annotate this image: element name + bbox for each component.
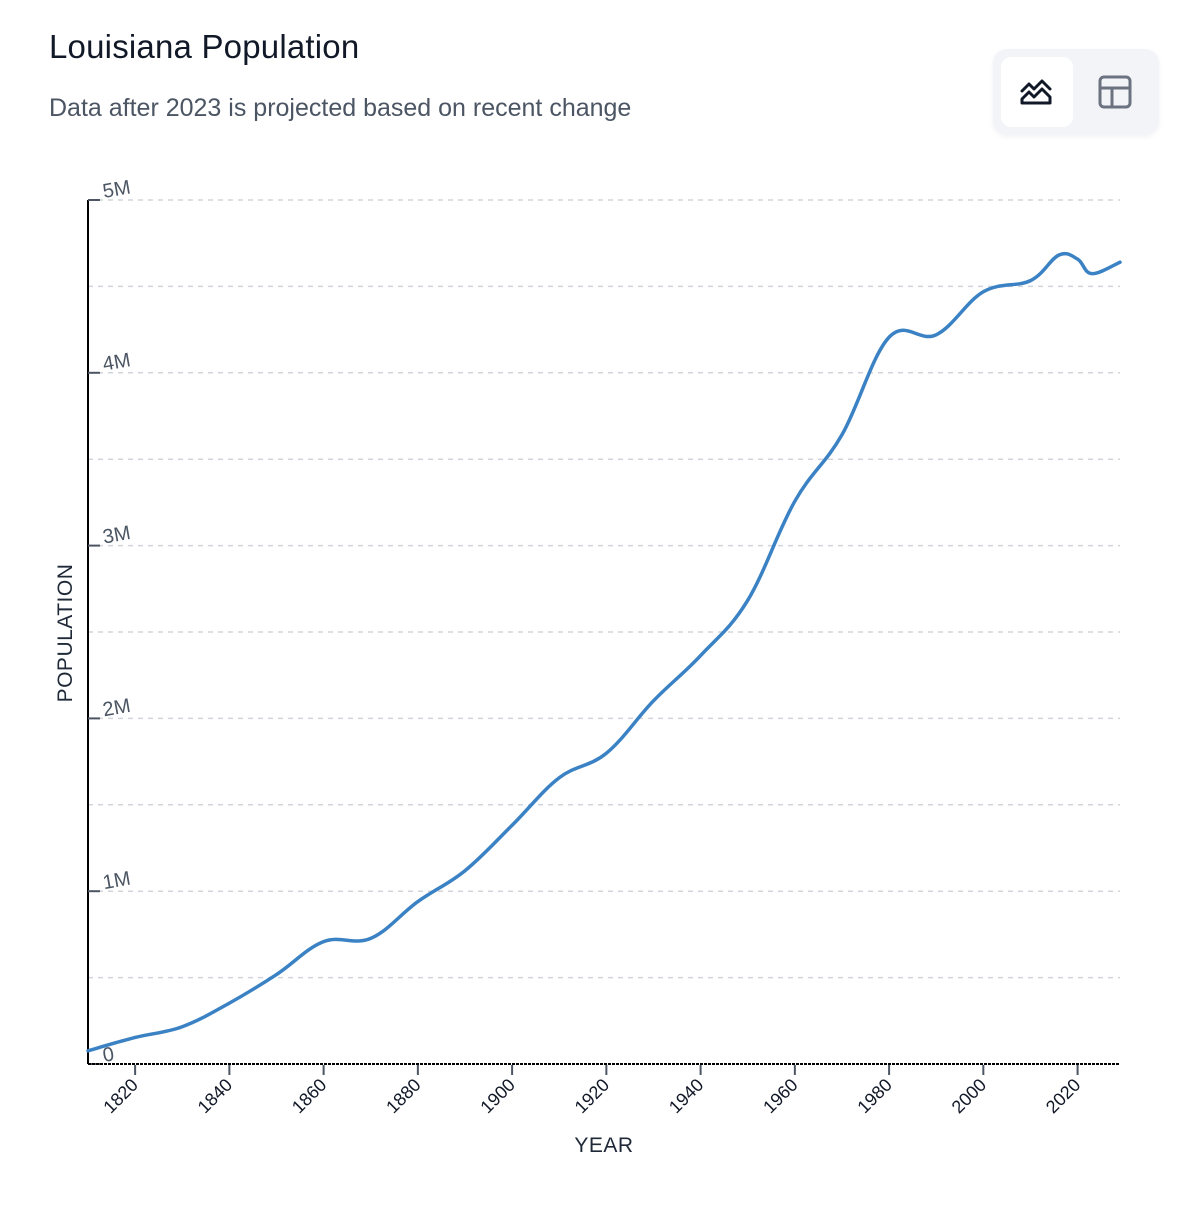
page-title: Louisiana Population [49,28,360,65]
x-tick-label: 1820 [99,1075,141,1117]
x-tick-label: 1840 [194,1075,236,1117]
x-tick-label: 1880 [382,1075,424,1117]
y-tick-label: 0 [101,1043,116,1067]
chart-view-button[interactable] [1001,57,1073,127]
y-tick-label: 2M [101,695,132,721]
x-tick-label: 1980 [853,1075,895,1117]
view-toggle [993,49,1159,135]
y-tick-label: 4M [101,349,132,375]
y-tick-label: 3M [101,522,132,548]
x-tick-label: 1900 [476,1075,518,1117]
x-tick-label: 1860 [288,1075,330,1117]
population-line [86,251,1122,1053]
area-chart-icon [1020,79,1052,105]
grid-lines [88,199,1120,979]
x-tick-label: 1940 [665,1075,707,1117]
y-tick-label: 1M [101,868,132,894]
x-tick-label: 2020 [1042,1075,1084,1117]
table-icon [1098,75,1132,109]
y-tick-label: 5M [101,176,132,202]
x-tick-label: 1920 [571,1075,613,1117]
x-tick-label: 1960 [759,1075,801,1117]
table-view-button[interactable] [1079,57,1151,127]
y-axis-label: POPULATION [54,564,77,703]
x-axis-label: YEAR [574,1134,633,1157]
x-axis: 1820 1840 1860 1880 1900 1920 1940 1960 1980 2000… [88,1063,1120,1117]
page-subtitle: Data after 2023 is projected based on re… [49,94,632,122]
y-axis: 0 1M 2M 3M 4M 5M [87,176,132,1067]
x-tick-label: 2000 [948,1075,990,1117]
